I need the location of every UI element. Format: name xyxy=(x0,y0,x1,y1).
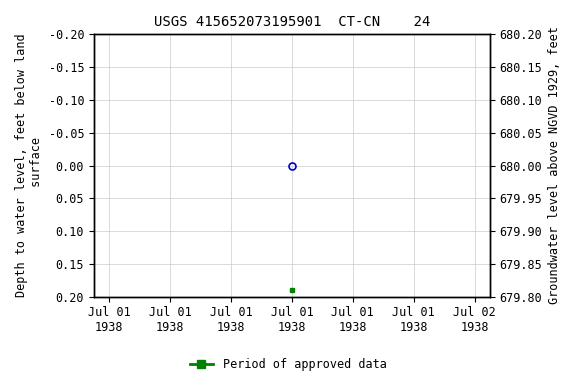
Y-axis label: Groundwater level above NGVD 1929, feet: Groundwater level above NGVD 1929, feet xyxy=(548,26,561,305)
Legend: Period of approved data: Period of approved data xyxy=(185,354,391,376)
Title: USGS 415652073195901  CT-CN    24: USGS 415652073195901 CT-CN 24 xyxy=(154,15,430,29)
Y-axis label: Depth to water level, feet below land
 surface: Depth to water level, feet below land su… xyxy=(15,34,43,297)
